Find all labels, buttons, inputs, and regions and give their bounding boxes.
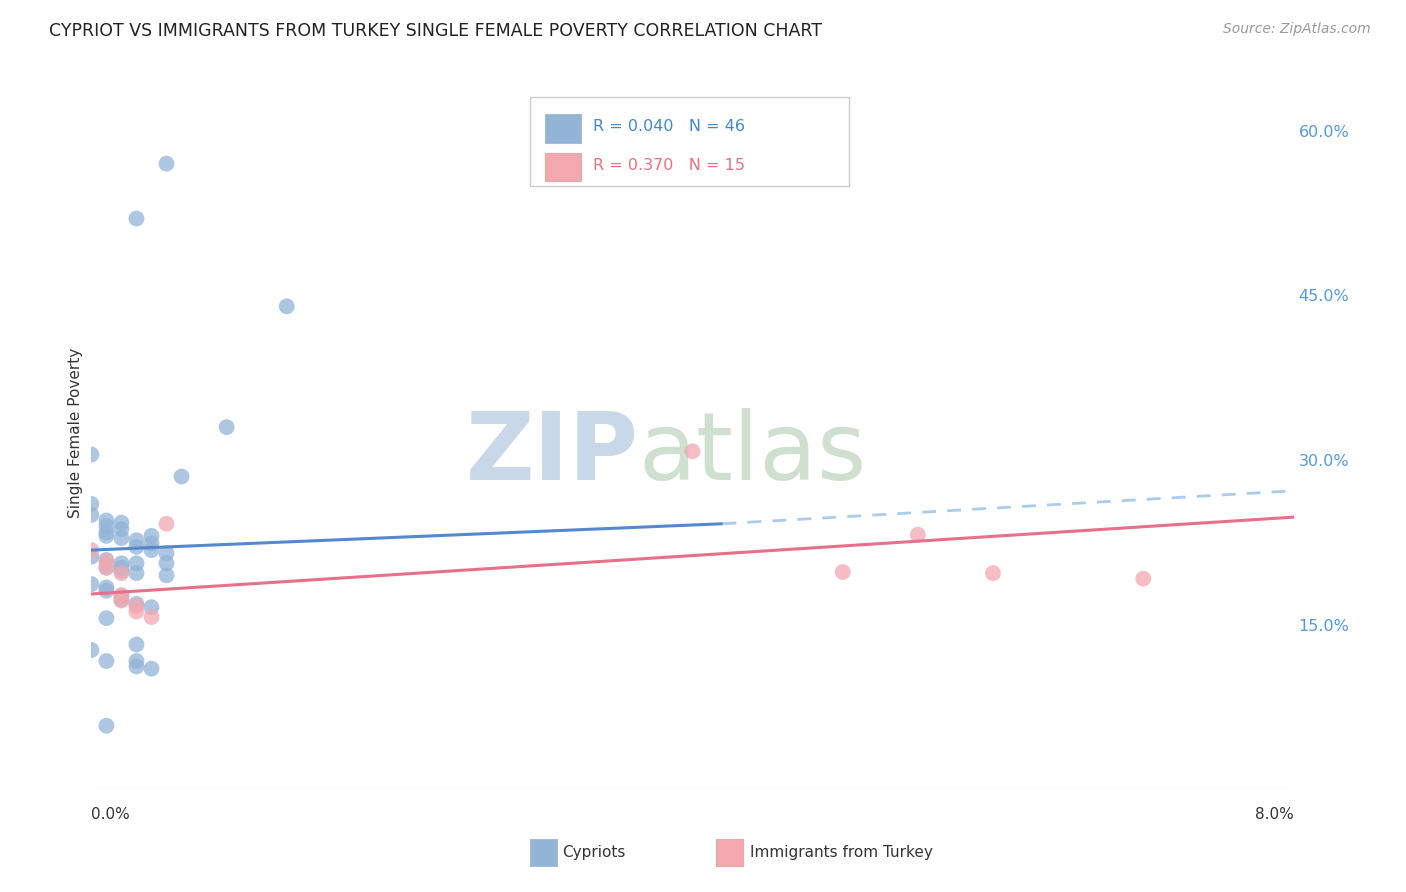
Point bbox=[125, 605, 148, 619]
Text: 0.0%: 0.0% bbox=[91, 807, 131, 822]
Point bbox=[141, 536, 163, 550]
Text: atlas: atlas bbox=[638, 408, 866, 500]
Point bbox=[125, 533, 148, 548]
Point bbox=[96, 719, 118, 733]
Point bbox=[215, 420, 238, 434]
Point bbox=[110, 589, 132, 603]
Point bbox=[96, 583, 118, 598]
Point bbox=[170, 469, 193, 483]
Point bbox=[96, 611, 118, 625]
Point bbox=[141, 529, 163, 543]
Point bbox=[155, 556, 177, 570]
Point bbox=[125, 599, 148, 613]
Y-axis label: Single Female Poverty: Single Female Poverty bbox=[67, 348, 83, 517]
Point bbox=[80, 549, 103, 564]
Point bbox=[141, 600, 163, 615]
Point bbox=[125, 638, 148, 652]
Point bbox=[110, 564, 132, 578]
Point bbox=[80, 643, 103, 657]
Point bbox=[125, 659, 148, 673]
Point bbox=[80, 448, 103, 462]
Point bbox=[141, 543, 163, 558]
Point bbox=[110, 593, 132, 607]
Point bbox=[125, 566, 148, 581]
Point bbox=[96, 654, 118, 668]
Point bbox=[125, 654, 148, 668]
Point bbox=[276, 299, 298, 313]
Point bbox=[155, 156, 177, 170]
Point bbox=[110, 592, 132, 607]
Text: Immigrants from Turkey: Immigrants from Turkey bbox=[751, 845, 934, 860]
Point bbox=[96, 581, 118, 595]
Point bbox=[155, 568, 177, 582]
Point bbox=[80, 508, 103, 522]
Point bbox=[96, 519, 118, 533]
FancyBboxPatch shape bbox=[717, 838, 742, 866]
Point bbox=[110, 556, 132, 570]
Point bbox=[907, 527, 929, 541]
Point bbox=[125, 556, 148, 570]
Text: R = 0.370   N = 15: R = 0.370 N = 15 bbox=[593, 158, 745, 172]
Point bbox=[96, 513, 118, 527]
Point bbox=[96, 560, 118, 574]
Point bbox=[981, 566, 1004, 581]
Point bbox=[96, 554, 118, 568]
Point bbox=[80, 577, 103, 591]
Point bbox=[96, 560, 118, 574]
Point bbox=[80, 497, 103, 511]
Point bbox=[110, 522, 132, 536]
Text: ZIP: ZIP bbox=[465, 408, 638, 500]
Point bbox=[80, 543, 103, 558]
Point bbox=[110, 588, 132, 602]
Text: Cypriots: Cypriots bbox=[562, 845, 626, 860]
Point bbox=[96, 529, 118, 543]
Point bbox=[96, 525, 118, 540]
Point bbox=[96, 553, 118, 567]
FancyBboxPatch shape bbox=[544, 153, 581, 181]
Point bbox=[125, 211, 148, 226]
Point bbox=[155, 546, 177, 560]
Text: R = 0.040   N = 46: R = 0.040 N = 46 bbox=[593, 120, 745, 134]
Text: CYPRIOT VS IMMIGRANTS FROM TURKEY SINGLE FEMALE POVERTY CORRELATION CHART: CYPRIOT VS IMMIGRANTS FROM TURKEY SINGLE… bbox=[49, 22, 823, 40]
Point bbox=[155, 516, 177, 531]
Point bbox=[110, 560, 132, 574]
Point bbox=[110, 531, 132, 545]
FancyBboxPatch shape bbox=[530, 97, 849, 186]
Point bbox=[125, 597, 148, 611]
Point bbox=[141, 662, 163, 676]
Text: 8.0%: 8.0% bbox=[1254, 807, 1294, 822]
Text: Source: ZipAtlas.com: Source: ZipAtlas.com bbox=[1223, 22, 1371, 37]
Point bbox=[831, 565, 853, 579]
FancyBboxPatch shape bbox=[544, 114, 581, 143]
Point bbox=[1132, 572, 1154, 586]
Point bbox=[110, 516, 132, 530]
Point bbox=[141, 610, 163, 624]
Point bbox=[125, 540, 148, 554]
FancyBboxPatch shape bbox=[530, 838, 557, 866]
Point bbox=[110, 566, 132, 581]
Point bbox=[681, 444, 703, 458]
